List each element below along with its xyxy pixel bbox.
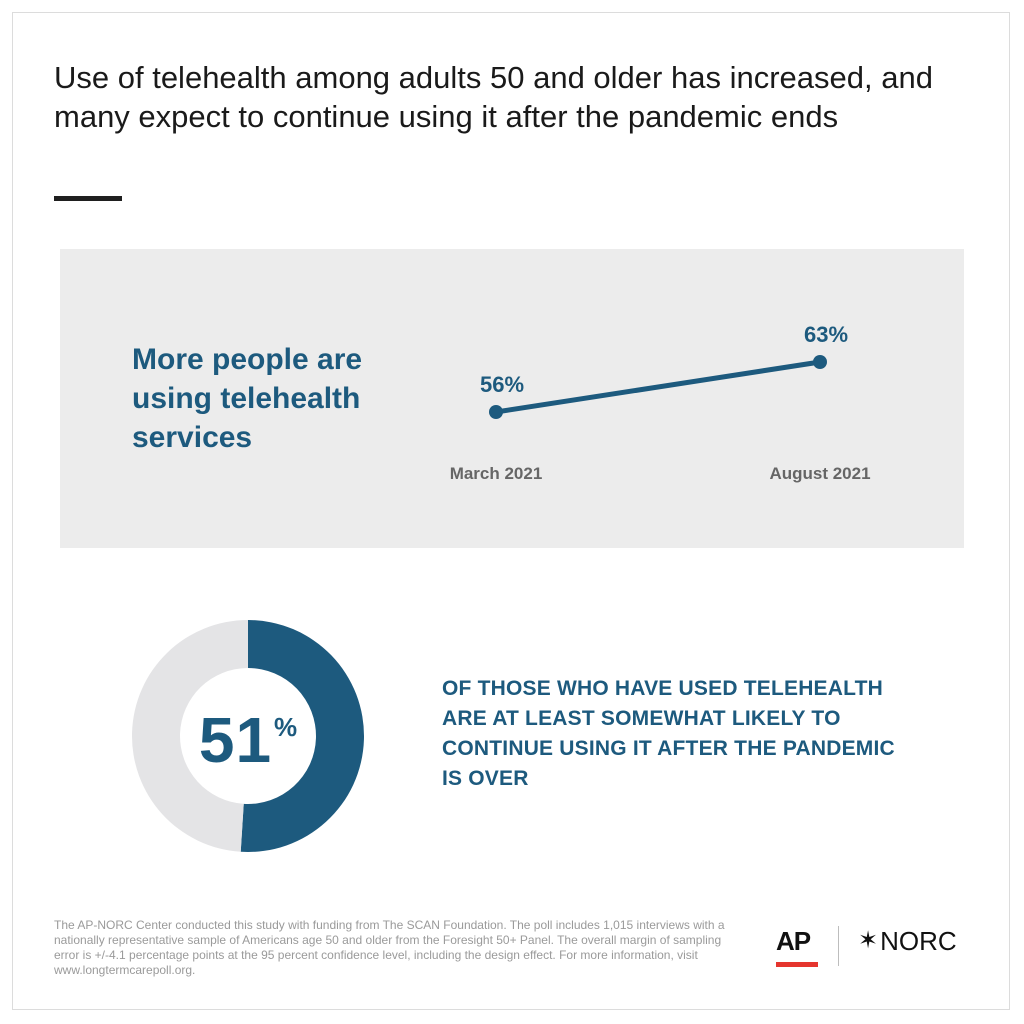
norc-star-icon: ✶ (858, 927, 879, 954)
card-frame (12, 12, 1010, 1010)
stat-description: OF THOSE WHO HAVE USED TELEHEALTH ARE AT… (442, 677, 895, 790)
donut-center-unit: % (274, 712, 298, 742)
ap-logo: AP (776, 926, 811, 956)
ap-logo-underline (776, 962, 818, 967)
panel-heading: More people are using telehealth service… (132, 343, 363, 454)
norc-logo-text: NORC (880, 926, 957, 956)
donut-center-value: 51 (198, 704, 273, 776)
norc-logo: ✶ NORC (858, 926, 957, 956)
page-title: Use of telehealth among adults 50 and ol… (54, 60, 933, 134)
logo-divider (838, 926, 839, 966)
methodology-footnote: The AP-NORC Center conducted this study … (54, 918, 725, 977)
title-underline (54, 196, 122, 201)
donut-center-label: 51% (148, 700, 348, 780)
